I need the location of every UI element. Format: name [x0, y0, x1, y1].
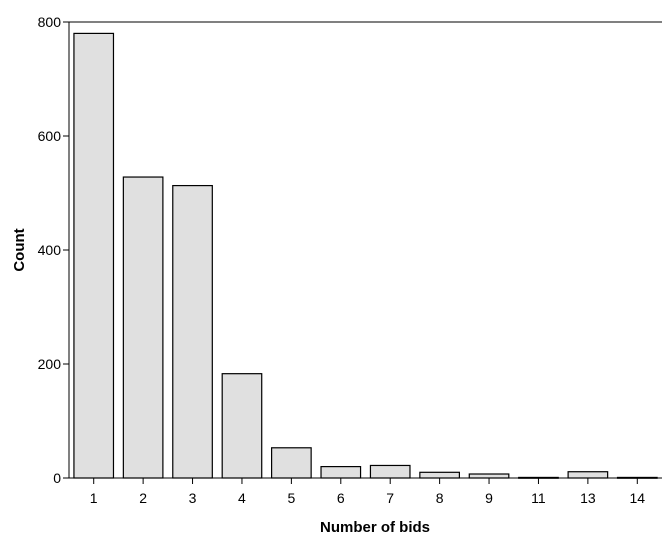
- bar: [419, 471, 460, 479]
- y-tick-label: 600: [38, 128, 62, 144]
- x-tick-label: 6: [337, 490, 345, 506]
- x-tick-label: 9: [485, 490, 493, 506]
- bar: [468, 473, 510, 479]
- bar: [320, 466, 362, 479]
- x-tick-label: 14: [630, 490, 646, 506]
- y-tick-label: 800: [38, 14, 62, 30]
- bar: [73, 32, 115, 479]
- bar: [567, 471, 609, 479]
- y-tick-label: 400: [38, 242, 62, 258]
- x-tick-label: 11: [531, 490, 546, 506]
- x-axis-title: Number of bids: [320, 519, 430, 536]
- x-tick-label: 7: [386, 490, 394, 506]
- x-axis-ticks: 1 2 3 4 5 6 7 8 9 11 13 14: [90, 478, 645, 506]
- bar: [122, 176, 164, 479]
- x-tick-label: 4: [238, 490, 246, 506]
- bar: [221, 373, 263, 479]
- x-tick-label: 1: [90, 490, 98, 506]
- x-tick-label: 8: [436, 490, 444, 506]
- x-tick-label: 5: [287, 490, 295, 506]
- bar: [369, 464, 411, 479]
- y-tick-label: 0: [53, 470, 61, 486]
- y-axis-ticks: 0 200 400 600 800: [38, 14, 69, 486]
- x-tick-label: 2: [139, 490, 147, 506]
- y-tick-label: 200: [38, 356, 62, 372]
- x-tick-label: 13: [580, 490, 596, 506]
- y-axis-title: Count: [11, 228, 28, 271]
- bars-group: [73, 32, 658, 479]
- bar: [271, 447, 312, 479]
- x-tick-label: 3: [189, 490, 197, 506]
- bar: [172, 184, 213, 479]
